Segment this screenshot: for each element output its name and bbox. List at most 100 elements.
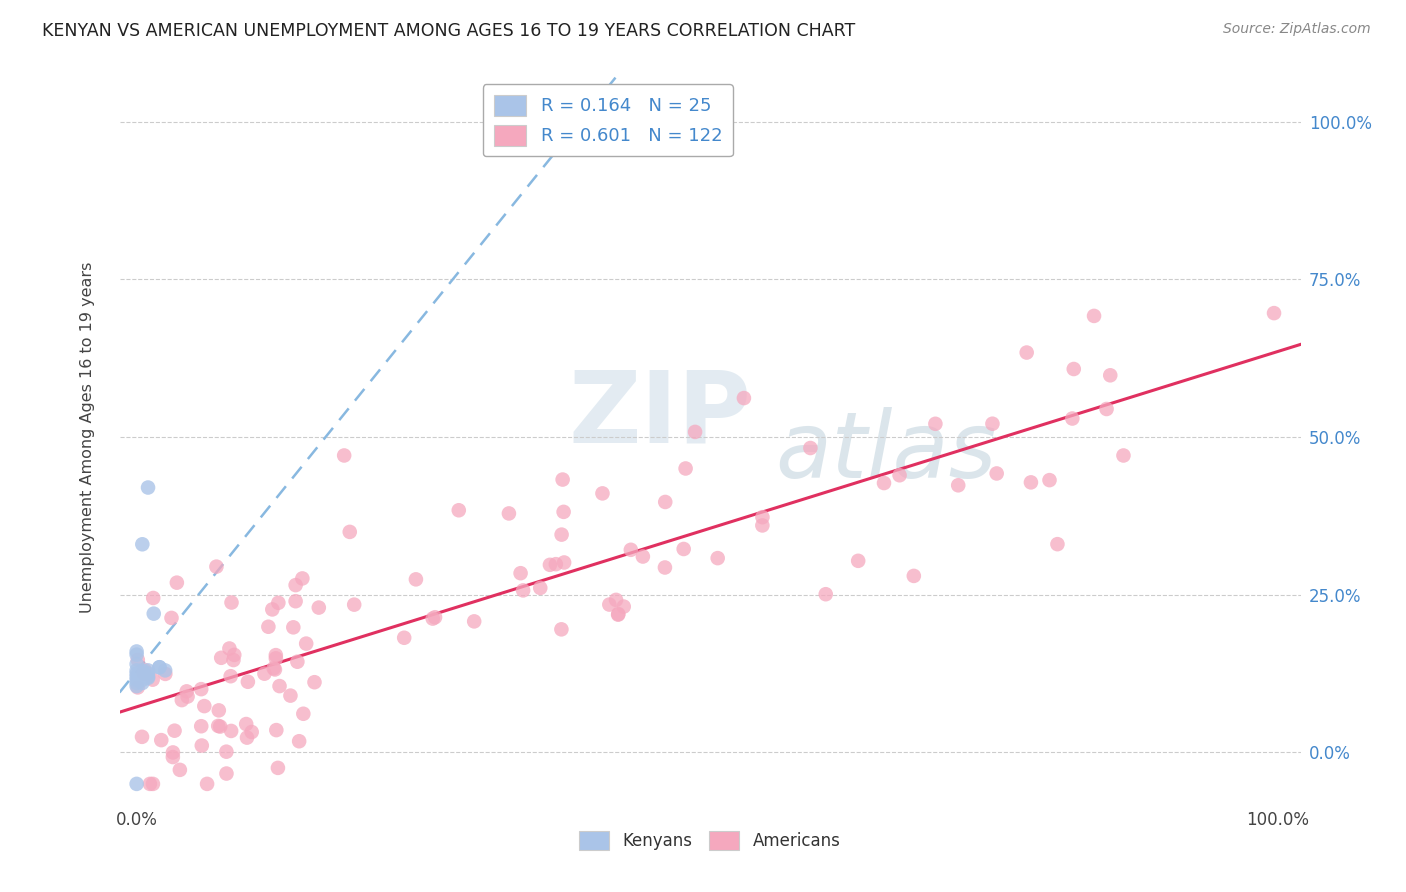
Point — [1063, 362, 1085, 376]
Point — [170, 693, 193, 707]
Point — [607, 607, 630, 621]
Point — [205, 559, 228, 574]
Point — [215, 745, 238, 759]
Point — [125, 648, 148, 662]
Point — [136, 481, 159, 495]
Point — [405, 572, 427, 586]
Point — [512, 583, 534, 598]
Point — [550, 623, 572, 637]
Point — [163, 723, 186, 738]
Point — [284, 578, 307, 592]
Point — [423, 610, 446, 624]
Point — [280, 689, 302, 703]
Point — [131, 730, 153, 744]
Point — [799, 441, 821, 455]
Point — [142, 673, 165, 687]
Point — [654, 560, 676, 574]
Point — [266, 723, 288, 737]
Point — [903, 569, 925, 583]
Point — [538, 558, 561, 572]
Point — [125, 664, 148, 678]
Point — [846, 554, 869, 568]
Point — [236, 731, 259, 745]
Point — [209, 720, 232, 734]
Point — [343, 598, 366, 612]
Point — [463, 615, 485, 629]
Point — [1112, 449, 1135, 463]
Point — [339, 524, 361, 539]
Point — [675, 461, 697, 475]
Point — [683, 425, 706, 439]
Point — [333, 449, 356, 463]
Point — [498, 507, 520, 521]
Point — [132, 667, 155, 681]
Point — [136, 666, 159, 681]
Point — [1015, 345, 1038, 359]
Point — [219, 669, 242, 683]
Point — [529, 581, 551, 595]
Point — [287, 655, 309, 669]
Point — [607, 607, 630, 622]
Point — [264, 663, 287, 677]
Point — [131, 673, 153, 687]
Point — [125, 644, 148, 658]
Point — [392, 631, 415, 645]
Point — [193, 699, 215, 714]
Point — [672, 541, 695, 556]
Point — [150, 733, 173, 747]
Point — [269, 679, 291, 693]
Point — [1263, 306, 1285, 320]
Point — [131, 666, 153, 681]
Point — [136, 671, 159, 685]
Text: Source: ZipAtlas.com: Source: ZipAtlas.com — [1223, 22, 1371, 37]
Point — [308, 600, 330, 615]
Point — [142, 591, 165, 605]
Point — [191, 739, 214, 753]
Point — [263, 661, 285, 675]
Point — [814, 587, 837, 601]
Point — [224, 648, 246, 662]
Point — [422, 611, 444, 625]
Point — [142, 777, 165, 791]
Point — [262, 602, 284, 616]
Point — [215, 766, 238, 780]
Point — [509, 566, 531, 581]
Point — [142, 607, 165, 621]
Point — [125, 679, 148, 693]
Point — [148, 660, 170, 674]
Point — [218, 641, 240, 656]
Point — [267, 596, 290, 610]
Point — [288, 734, 311, 748]
Point — [253, 666, 276, 681]
Point — [283, 620, 305, 634]
Point — [605, 593, 627, 607]
Point — [125, 777, 148, 791]
Point — [125, 673, 148, 687]
Point — [169, 763, 191, 777]
Point — [208, 703, 231, 717]
Point — [591, 486, 613, 500]
Point — [148, 660, 170, 674]
Point — [873, 476, 896, 491]
Point — [134, 663, 156, 677]
Point — [1099, 368, 1122, 383]
Point — [240, 725, 263, 739]
Point — [160, 611, 183, 625]
Point — [751, 518, 773, 533]
Point — [235, 717, 257, 731]
Point — [1019, 475, 1042, 490]
Point — [125, 657, 148, 671]
Point — [924, 417, 946, 431]
Y-axis label: Unemployment Among Ages 16 to 19 years: Unemployment Among Ages 16 to 19 years — [80, 261, 94, 613]
Point — [221, 595, 243, 609]
Point — [166, 575, 188, 590]
Point — [176, 690, 198, 704]
Point — [136, 670, 159, 684]
Point — [295, 637, 318, 651]
Point — [706, 551, 728, 566]
Point — [620, 542, 643, 557]
Point — [209, 650, 232, 665]
Point — [292, 706, 315, 721]
Point — [125, 666, 148, 681]
Point — [1038, 473, 1060, 487]
